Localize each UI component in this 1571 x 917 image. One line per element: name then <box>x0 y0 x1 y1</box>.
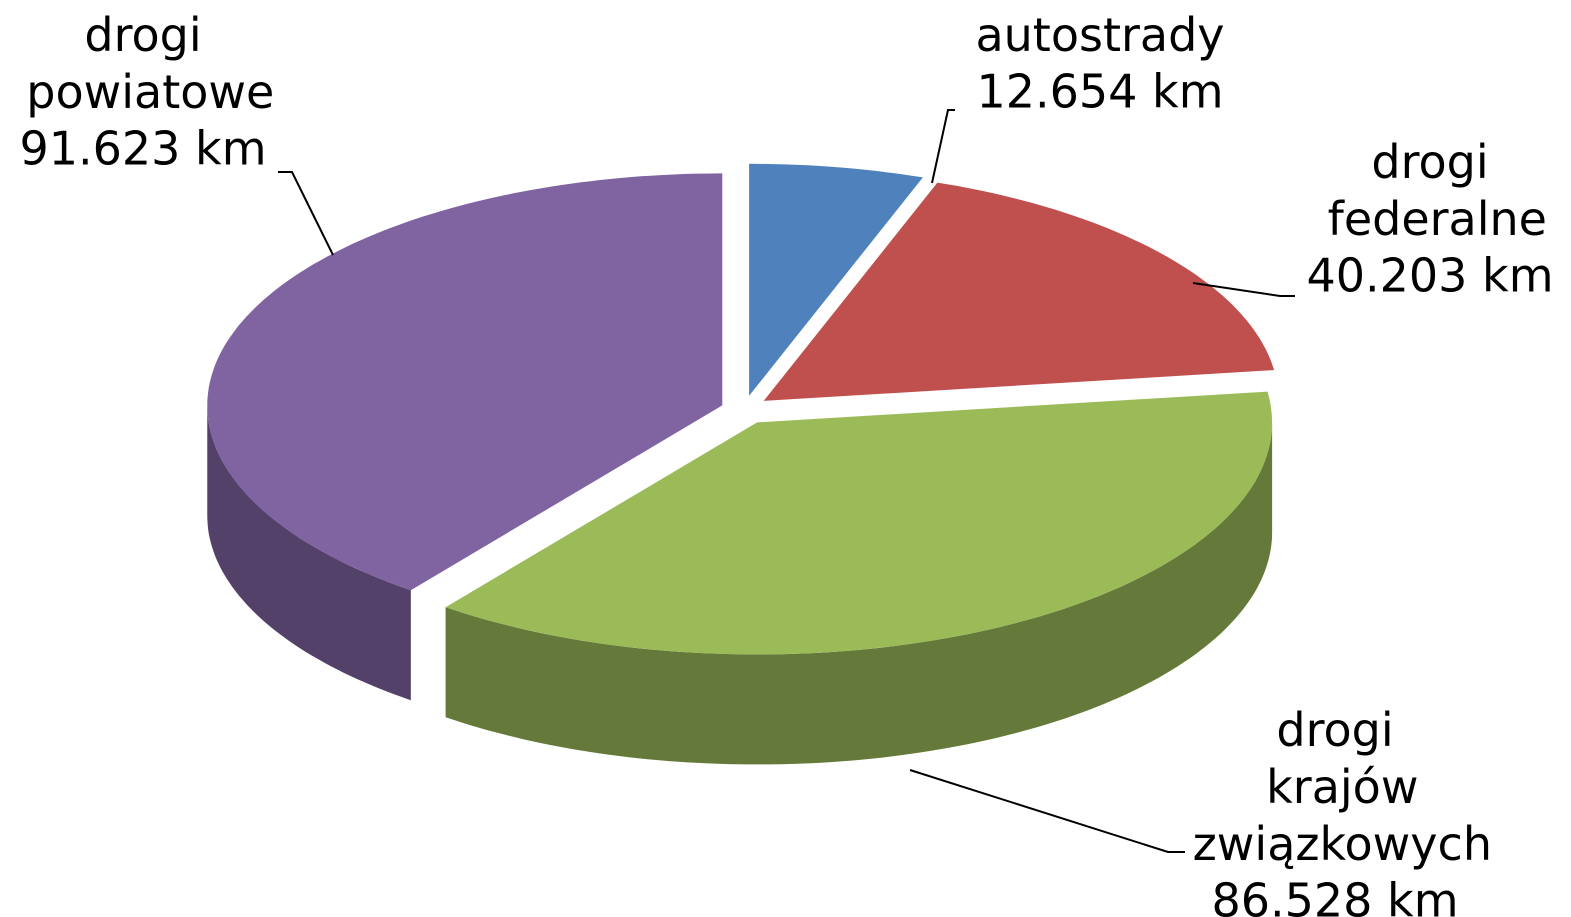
slice <box>207 173 723 591</box>
pie <box>207 163 1275 765</box>
slice <box>763 182 1275 401</box>
leader-line <box>1192 282 1295 297</box>
slice-side-shade <box>207 405 411 701</box>
value-label: 91.623 km <box>19 122 266 176</box>
leader-line <box>909 769 1185 853</box>
slice <box>445 391 1273 655</box>
value-label: 86.528 km <box>1211 874 1458 917</box>
category-label: drogi federalne <box>1313 135 1547 246</box>
value-label: 12.654 km <box>976 65 1223 119</box>
category-label: drogi powiatowe <box>12 8 275 119</box>
slice-side <box>207 405 411 701</box>
leader-line <box>931 109 955 184</box>
category-label: drogi krajów związkowych <box>1178 703 1492 871</box>
leader-line <box>278 171 334 256</box>
slice-side <box>445 422 1273 765</box>
category-label: autostrady <box>975 8 1224 62</box>
slice-side-shade <box>445 422 1273 765</box>
value-label: 40.203 km <box>1306 249 1553 303</box>
slice <box>749 163 923 396</box>
